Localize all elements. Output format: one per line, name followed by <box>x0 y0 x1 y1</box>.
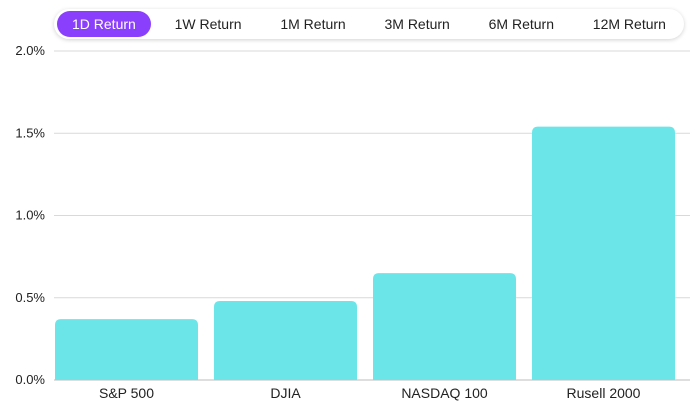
y-tick-label: 1.0% <box>15 208 45 223</box>
bar <box>532 126 675 380</box>
bar <box>55 319 198 380</box>
return-period-tabs: 1D Return 1W Return 1M Return 3M Return … <box>54 9 684 39</box>
tab-3m-return[interactable]: 3M Return <box>384 16 450 32</box>
y-tick-label: 0.0% <box>15 372 45 387</box>
tab-1w-return[interactable]: 1W Return <box>174 16 242 32</box>
tab-6m-return[interactable]: 6M Return <box>488 16 554 32</box>
x-tick-label: NASDAQ 100 <box>401 385 488 401</box>
y-tick-label: 0.5% <box>15 290 45 305</box>
bar <box>214 301 357 380</box>
tab-1m-return[interactable]: 1M Return <box>280 16 346 32</box>
x-tick-label: Rusell 2000 <box>567 385 641 401</box>
tab-12m-return[interactable]: 12M Return <box>592 16 666 32</box>
x-tick-label: S&P 500 <box>99 385 154 401</box>
y-tick-label: 2.0% <box>15 43 45 58</box>
bar <box>373 273 516 380</box>
y-tick-label: 1.5% <box>15 125 45 140</box>
tab-1d-return[interactable]: 1D Return <box>57 11 151 37</box>
x-tick-label: DJIA <box>270 385 301 401</box>
